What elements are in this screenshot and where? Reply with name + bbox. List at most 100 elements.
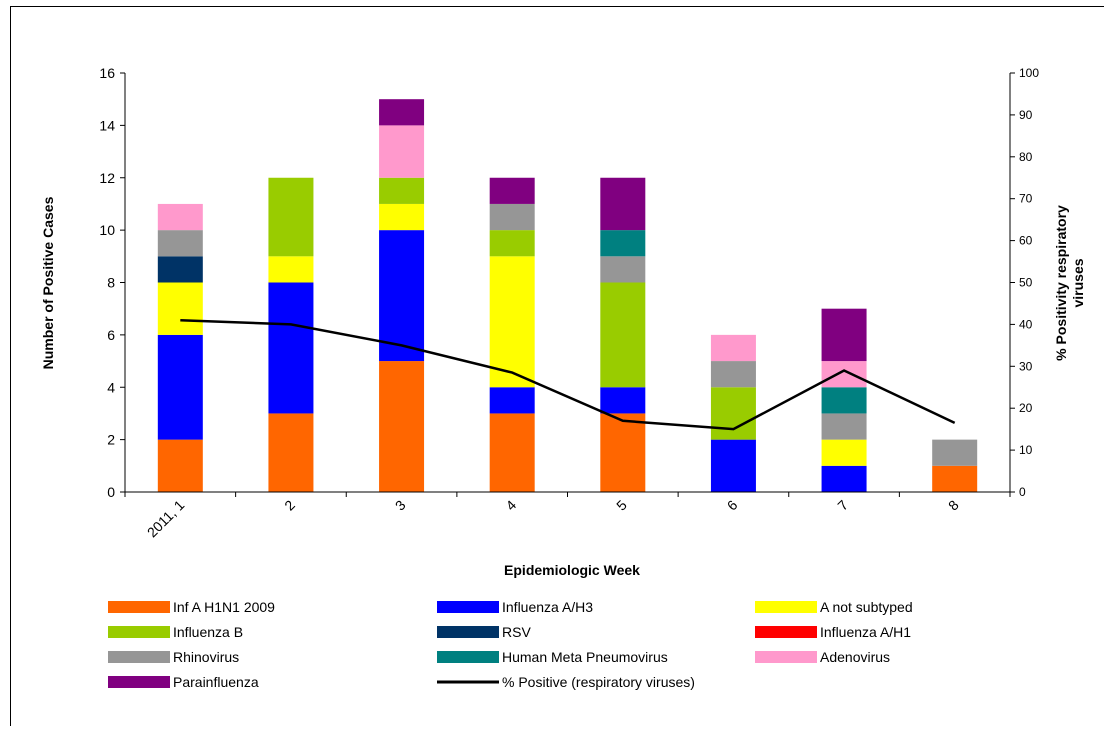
legend-label: Rhinovirus [173, 649, 239, 665]
bar-segment [600, 256, 646, 283]
legend-label: Influenza A/H1 [820, 624, 911, 640]
y-axis-label: Number of Positive Cases [40, 196, 56, 369]
y-tick-label: 10 [99, 222, 115, 238]
legend-label: Adenovirus [820, 649, 890, 665]
legend-swatch [108, 626, 170, 638]
y2-tick-label: 10 [1019, 443, 1033, 457]
bar-segment [710, 439, 756, 492]
legend-label: Inf A H1N1 2009 [173, 599, 275, 615]
bar-segment [157, 203, 203, 231]
legend-swatch [108, 676, 170, 688]
bar-segment [821, 308, 867, 362]
y2-tick-label: 50 [1019, 276, 1033, 290]
y-tick-label: 14 [99, 117, 115, 133]
bar-segment [821, 465, 867, 492]
y2-tick-label: 70 [1019, 192, 1033, 206]
x-tick-label: 7 [834, 497, 851, 514]
legend-label: Parainfluenza [173, 674, 259, 690]
legend: Inf A H1N1 2009 Influenza A/H3 A not subty… [108, 599, 913, 690]
legend-swatch [437, 651, 499, 663]
bar-segment [489, 177, 535, 204]
x-tick-label: 2011, 1 [144, 497, 188, 541]
x-tick-label: 6 [724, 497, 741, 514]
bar-segment [821, 413, 867, 440]
legend-swatch [437, 626, 499, 638]
y2-axis-label-line2: viruses [1070, 258, 1086, 307]
bar-segment [821, 387, 867, 414]
bar-segment [268, 256, 314, 283]
legend-label: Human Meta Pneumovirus [502, 649, 668, 665]
legend-label: Influenza A/H3 [502, 599, 593, 615]
bar-segment [710, 387, 756, 440]
bar-segment [489, 387, 535, 414]
bar-segment [379, 230, 425, 362]
y-tick-label: 6 [107, 327, 115, 343]
bar-segment [268, 282, 314, 414]
bar-segment [379, 203, 425, 231]
y-tick-label: 8 [107, 275, 115, 291]
legend-label: Influenza B [173, 624, 243, 640]
legend-swatch [108, 601, 170, 613]
bar-segment [821, 439, 867, 466]
bar-segment [157, 230, 203, 257]
legend-label: % Positive (respiratory viruses) [502, 674, 695, 690]
x-tick-label: 3 [392, 497, 409, 514]
y2-tick-label: 60 [1019, 234, 1033, 248]
bar-segment [489, 203, 535, 231]
y2-tick-label: 20 [1019, 401, 1033, 415]
legend-label: A not subtyped [820, 599, 913, 615]
bar-segment [600, 177, 646, 231]
bar-segment [379, 177, 425, 204]
bar-segment [268, 413, 314, 492]
legend-swatch [108, 651, 170, 663]
bar-segment [379, 361, 425, 492]
bar-segment [489, 230, 535, 257]
x-tick-label: 2 [281, 497, 298, 514]
bar-segment [710, 361, 756, 388]
x-tick-label: 8 [945, 497, 962, 514]
bar-segment [268, 177, 314, 257]
bar-segment [932, 465, 978, 492]
axes-layer: 0 2 4 6 8 10 12 14 16 0 10 20 30 40 50 60 70 80 90 100 2011,… [99, 65, 1039, 540]
y-tick-label: 0 [107, 484, 115, 500]
bar-segment [932, 439, 978, 466]
bar-segment [157, 439, 203, 492]
chart-frame [10, 6, 1104, 726]
y2-tick-label: 30 [1019, 359, 1033, 373]
bar-segment [600, 387, 646, 414]
y2-tick-label: 80 [1019, 150, 1033, 164]
bar-segment [379, 125, 425, 178]
bar-segment [600, 230, 646, 257]
y2-tick-label: 90 [1019, 108, 1033, 122]
legend-swatch [437, 601, 499, 613]
y2-tick-label: 40 [1019, 317, 1033, 331]
bar-segment [157, 334, 203, 440]
y2-axis-label-line1: % Positivity respiratory [1053, 205, 1069, 361]
bar-segment [821, 361, 867, 388]
legend-swatch [755, 626, 817, 638]
positivity-line [180, 318, 956, 431]
bar-segment [489, 413, 535, 492]
bar-segment [600, 413, 646, 492]
legend-label: RSV [502, 624, 531, 640]
bar-segment [600, 282, 646, 388]
bar-segment [157, 282, 203, 335]
y-tick-label: 2 [107, 432, 115, 448]
x-tick-label: 4 [502, 497, 519, 514]
x-axis-label: Epidemiologic Week [504, 562, 640, 578]
x-tick-label: 5 [613, 497, 630, 514]
legend-swatch [755, 651, 817, 663]
y-tick-label: 16 [99, 65, 115, 81]
line-layer [180, 318, 956, 431]
y-tick-label: 12 [99, 170, 115, 186]
legend-swatch [755, 601, 817, 613]
y2-tick-label: 0 [1019, 485, 1026, 499]
y2-tick-label: 100 [1019, 66, 1039, 80]
bar-segment [379, 99, 425, 126]
bar-layer [157, 99, 978, 492]
bar-segment [157, 256, 203, 283]
y-tick-label: 4 [107, 379, 115, 395]
bar-segment [710, 334, 756, 362]
bar-segment [489, 256, 535, 388]
